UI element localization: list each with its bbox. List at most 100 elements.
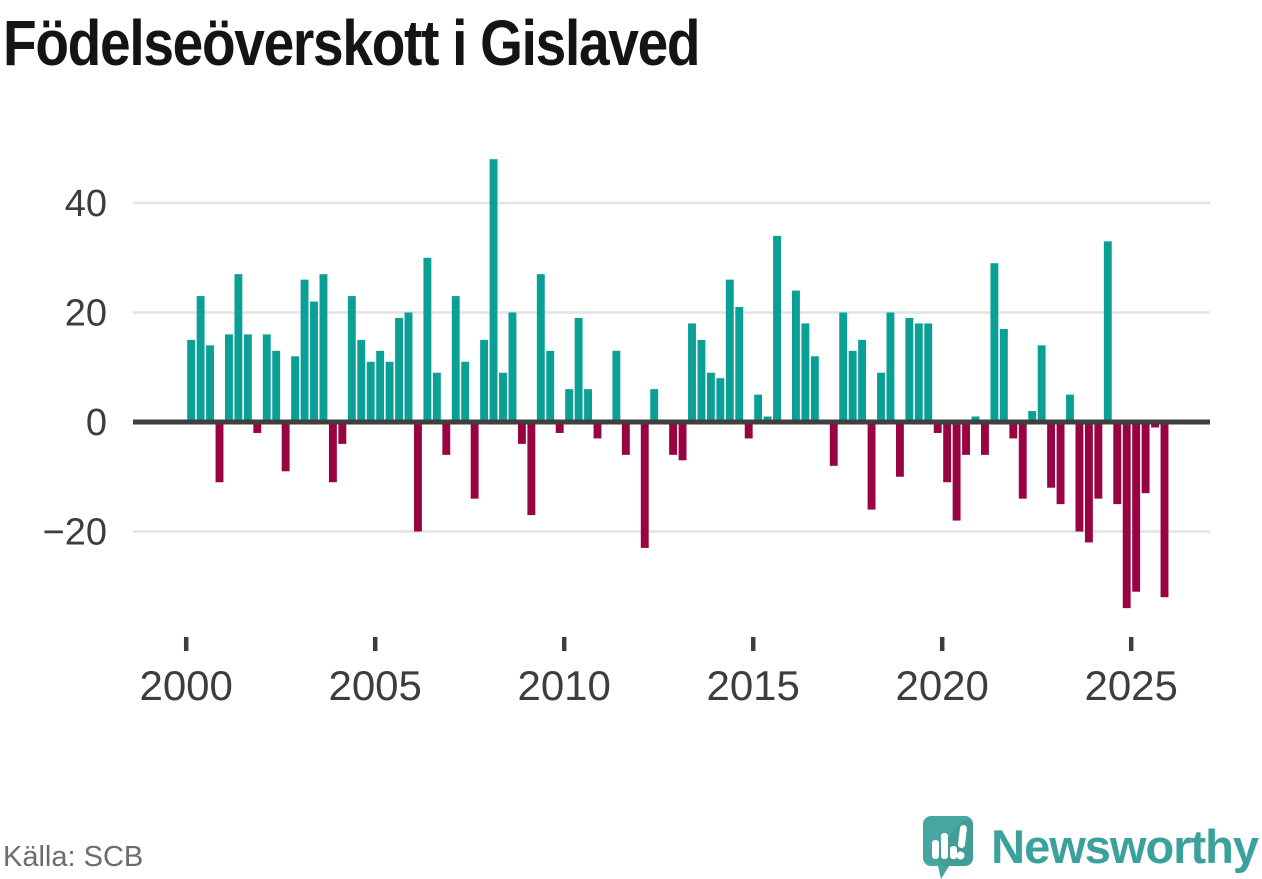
bar-positive <box>319 274 328 422</box>
bar-positive <box>924 323 933 422</box>
bar-negative <box>933 422 942 433</box>
bar-positive <box>234 274 243 422</box>
bar-negative <box>981 422 989 455</box>
bar-positive <box>810 356 819 422</box>
bar-positive <box>1037 345 1046 422</box>
bar-positive <box>395 317 403 422</box>
bar-positive <box>272 350 281 422</box>
bar-positive <box>848 350 857 422</box>
bar-positive <box>754 394 763 422</box>
bar-positive <box>187 339 196 422</box>
x-tick-label: 2025 <box>1084 662 1177 709</box>
bar-positive <box>612 350 621 422</box>
x-tick-label: 2010 <box>517 662 610 709</box>
y-tick-label: 20 <box>65 293 107 335</box>
bar-negative <box>1151 422 1159 428</box>
bar-negative <box>338 422 347 444</box>
bar-positive <box>584 389 592 422</box>
bar-negative <box>678 422 687 461</box>
bar-negative <box>1132 422 1141 592</box>
bar-negative <box>943 422 952 483</box>
bar-negative <box>1094 422 1103 499</box>
bar-positive <box>357 339 366 422</box>
mini-bar-2 <box>941 833 949 859</box>
x-tick-label: 2020 <box>895 662 988 709</box>
bar-positive <box>206 345 214 422</box>
bar-negative <box>1075 422 1084 532</box>
bar-negative <box>555 422 564 433</box>
bar-positive <box>886 312 895 422</box>
bar-positive <box>1103 241 1112 422</box>
bar-negative <box>962 422 970 455</box>
bar-positive <box>461 361 470 422</box>
bar-chart-plot: 40 20 0 −20 2000 2005 2010 2015 2020 2025 <box>43 159 1210 709</box>
bar-negative <box>669 422 678 455</box>
bar-positive <box>1066 394 1074 422</box>
bar-negative <box>1113 422 1122 505</box>
bar-negative <box>829 422 838 466</box>
bar-negative <box>328 422 337 483</box>
bar-positive <box>792 290 800 422</box>
bar-positive <box>688 323 696 422</box>
x-tick-label: 2005 <box>328 662 421 709</box>
bar-positive <box>990 263 999 422</box>
bar-positive <box>565 389 574 422</box>
bar-positive <box>877 372 885 422</box>
bar-positive <box>243 334 252 422</box>
bar-negative <box>1056 422 1065 505</box>
bar-positive <box>376 350 385 422</box>
bar-negative <box>1047 422 1056 488</box>
bar-positive <box>480 339 489 422</box>
bar-positive <box>366 361 375 422</box>
bar-positive <box>1028 411 1037 422</box>
exclamation-dot <box>956 851 965 860</box>
bar-positive <box>971 416 980 422</box>
bar-positive <box>773 235 781 422</box>
chart-title: Födelseöverskott i Gislaved <box>3 7 701 79</box>
bar-negative <box>1122 422 1131 609</box>
bar-positive <box>546 350 555 422</box>
bar-negative <box>253 422 262 433</box>
bar-positive <box>914 323 923 422</box>
bar-positive <box>858 339 867 422</box>
bar-positive <box>999 328 1008 422</box>
bar-positive <box>225 334 233 422</box>
bar-negative <box>1160 422 1169 598</box>
bar-negative <box>593 422 602 439</box>
exclamation-bar <box>958 825 968 849</box>
bar-positive <box>262 334 271 422</box>
newsworthy-logo: Newsworthy <box>919 812 1259 879</box>
newsworthy-logo-icon <box>923 816 974 879</box>
bar-positive <box>451 296 460 422</box>
bar-negative <box>517 422 526 444</box>
bar-negative <box>281 422 290 472</box>
bar-positive <box>385 361 394 422</box>
bar-negative <box>1084 422 1093 543</box>
bar-positive <box>697 339 706 422</box>
bar-positive <box>300 279 309 422</box>
bar-positive <box>404 312 413 422</box>
bar-positive <box>196 296 205 422</box>
bar-positive <box>291 356 300 422</box>
bar-negative <box>1018 422 1027 499</box>
bar-positive <box>508 312 517 422</box>
y-tick-label: −20 <box>43 512 107 554</box>
mini-bar-1 <box>932 840 940 859</box>
mini-bar-3 <box>950 846 958 859</box>
bar-positive <box>763 416 772 422</box>
bar-positive <box>423 257 432 422</box>
bar-positive <box>716 378 725 422</box>
y-tick-label: 40 <box>65 183 107 225</box>
bar-positive <box>310 301 318 422</box>
bar-negative <box>215 422 224 483</box>
bar-positive <box>650 389 659 422</box>
bar-positive <box>432 372 441 422</box>
bar-negative <box>895 422 904 477</box>
bar-negative <box>621 422 630 455</box>
y-tick-label: 0 <box>86 402 107 444</box>
bar-negative <box>1009 422 1018 439</box>
source-note: Källa: SCB <box>3 841 144 873</box>
bar-negative <box>527 422 536 516</box>
bar-negative <box>470 422 479 499</box>
